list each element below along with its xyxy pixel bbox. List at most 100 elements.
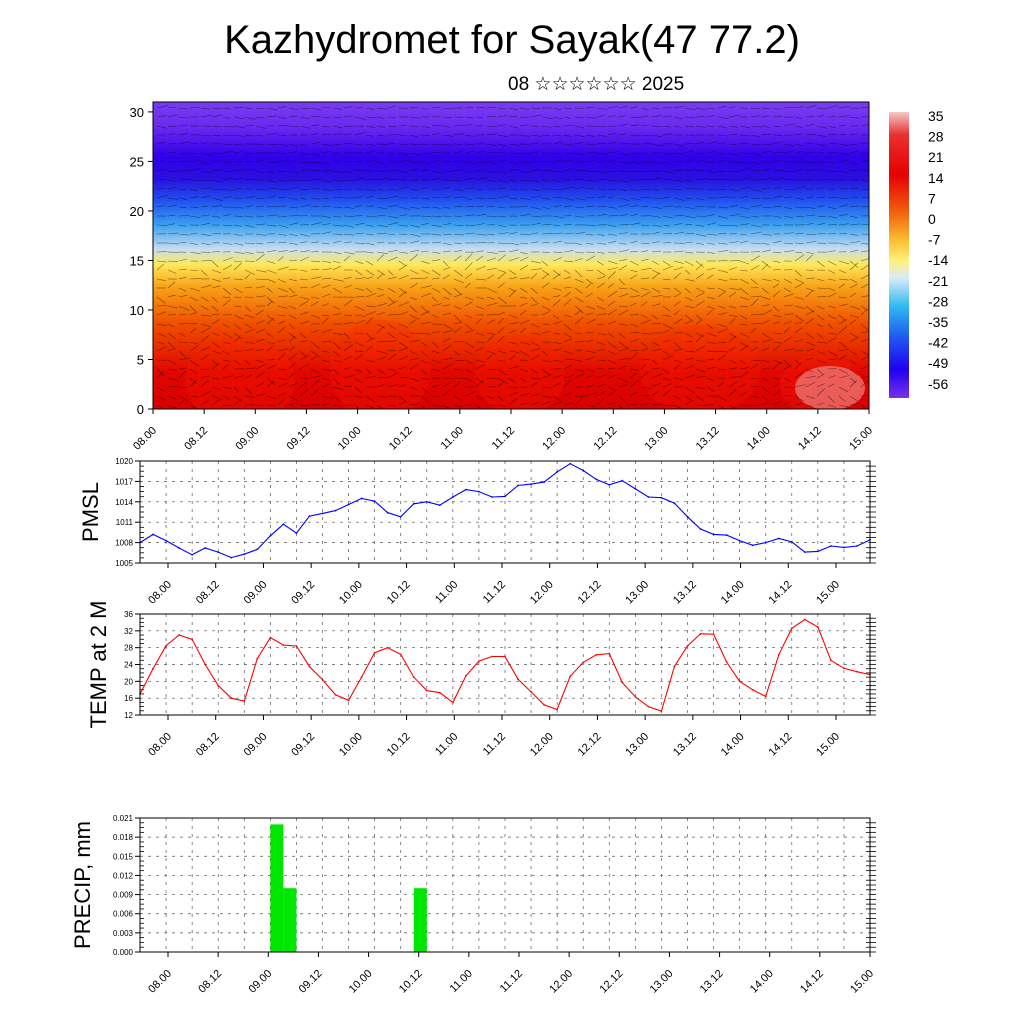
wind-barb	[343, 299, 353, 307]
wind-barb	[156, 296, 166, 304]
wind-barb	[684, 232, 695, 235]
wind-barb	[618, 179, 629, 183]
wind-barb	[750, 107, 760, 110]
wind-barb	[167, 114, 178, 118]
wind-barb	[684, 395, 693, 402]
wind-barb	[739, 161, 751, 165]
wind-barb	[420, 260, 430, 264]
wind-barb	[761, 115, 770, 118]
wind-barb	[552, 232, 563, 235]
wind-barb	[739, 341, 749, 348]
wind-barb	[442, 107, 454, 110]
grid	[139, 460, 871, 564]
wind-barb	[827, 314, 837, 320]
wind-barb	[475, 395, 484, 400]
wind-barb	[211, 359, 218, 366]
wind-barb	[431, 303, 442, 307]
wind-barb	[717, 368, 727, 371]
wind-barb	[222, 350, 230, 355]
wind-barb	[717, 142, 726, 145]
wind-barb	[574, 278, 584, 283]
wind-barb	[398, 224, 408, 227]
wind-barb	[717, 215, 728, 219]
wind-barb	[761, 260, 771, 269]
wind-barb	[816, 350, 826, 355]
wind-barb	[640, 341, 648, 348]
wind-barb	[827, 337, 837, 343]
wind-barb	[794, 125, 803, 128]
series-point	[543, 481, 545, 483]
wind-barb	[574, 287, 583, 294]
wind-barb	[420, 368, 428, 376]
wind-barb	[794, 395, 804, 402]
wind-barb	[519, 386, 528, 388]
wind-barb	[310, 260, 321, 263]
wind-barb	[640, 314, 648, 319]
y-tick-label: 20	[124, 677, 133, 686]
wind-barb	[288, 115, 298, 118]
wind-barb	[618, 224, 630, 226]
wind-barb	[332, 341, 341, 350]
wind-barb	[684, 340, 693, 343]
wind-barb	[860, 375, 869, 379]
series-point	[282, 523, 285, 526]
wind-barb	[343, 255, 351, 262]
wind-barb	[662, 314, 672, 317]
wind-barb	[189, 269, 198, 271]
wind-barb	[255, 269, 267, 273]
wind-barb	[772, 269, 781, 271]
wind-barb	[651, 260, 660, 265]
wind-barb	[332, 251, 342, 255]
wind-barb	[233, 224, 242, 227]
series-point	[191, 638, 194, 641]
wind-barb	[486, 257, 496, 262]
x-tick-label: 11.00	[439, 425, 466, 452]
wind-barb	[772, 205, 782, 208]
wind-barb	[200, 400, 209, 406]
wind-barb	[684, 278, 695, 282]
wind-barb	[794, 350, 804, 352]
wind-barb	[398, 170, 408, 173]
wind-barb	[827, 260, 837, 266]
wind-barb	[178, 367, 187, 370]
wind-barb	[409, 377, 420, 382]
series-point	[660, 710, 663, 713]
wind-barb	[398, 275, 409, 280]
wind-barb	[585, 196, 595, 199]
colorbar-label: -42	[928, 335, 948, 351]
wind-barb	[519, 264, 528, 271]
wind-barb	[497, 368, 507, 376]
wind-barb	[200, 391, 211, 397]
wind-barb	[728, 196, 737, 199]
wind-barb	[387, 300, 398, 307]
wind-barb	[585, 179, 597, 182]
wind-barb	[398, 311, 409, 316]
wind-barb	[662, 389, 671, 397]
wind-barb	[728, 204, 739, 208]
wind-barb	[376, 251, 388, 254]
wind-barb	[783, 232, 794, 235]
wind-barb	[420, 152, 432, 155]
wind-barb	[233, 305, 242, 308]
wind-barb	[618, 404, 625, 409]
wind-barb	[200, 161, 211, 165]
wind-barb	[200, 215, 210, 217]
wind-barb	[860, 338, 869, 343]
wind-barb	[552, 257, 562, 262]
wind-barb	[849, 332, 858, 338]
wind-barb	[497, 377, 508, 384]
wind-barb	[783, 359, 791, 368]
wind-barb	[420, 395, 429, 403]
wind-barb	[211, 362, 220, 370]
wind-barb	[607, 341, 618, 349]
wind-barb	[277, 224, 289, 228]
wind-barb	[255, 125, 267, 129]
wind-barb	[178, 294, 188, 298]
wind-barb	[827, 125, 836, 129]
wind-barb	[717, 260, 728, 262]
x-tick-label: 15.00	[847, 425, 875, 453]
wind-barb	[827, 323, 834, 330]
wind-barb	[838, 242, 849, 246]
wind-barb	[805, 233, 817, 235]
wind-barb	[849, 249, 859, 253]
